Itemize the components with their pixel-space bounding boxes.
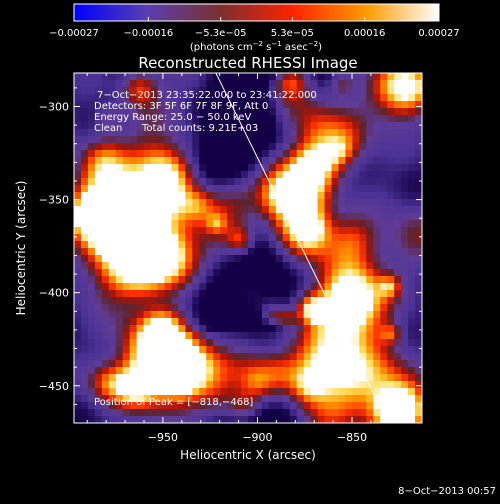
colorbar-tick-label: −5.3e−05: [195, 28, 247, 39]
heatmap-image: [74, 73, 422, 423]
x-axis: −950 −900 −850: [86, 73, 410, 444]
y-tick-label: −450: [39, 380, 69, 393]
colorbar-units: (photons cm−2 s−1 asec−2): [190, 40, 322, 53]
annotation-peak: Position of Peak = [−818,−468]: [94, 397, 253, 408]
annotation-time-range: 7−Oct−2013 23:35:22.000 to 23:41:22.000: [97, 90, 317, 101]
colorbar-tick-label: 0.00016: [344, 28, 385, 39]
colorbar-tick-label: 0.00027: [418, 28, 459, 39]
annotation-energy: Energy Range: 25.0 − 50.0 keV: [94, 112, 251, 123]
annotation-clean: Clean: [94, 123, 122, 134]
x-axis-title: Heliocentric X (arcsec): [180, 448, 316, 462]
annotation-counts: Total counts: 9.21E+03: [141, 123, 258, 134]
annotation-detectors: Detectors: 3F 5F 6F 7F 8F 9F, Att 0: [94, 101, 268, 112]
chart-title: Reconstructed RHESSI Image: [138, 54, 357, 72]
x-tick-label: −900: [242, 431, 272, 444]
y-axis-title: Heliocentric Y (arcsec): [14, 181, 28, 316]
colorbar-tick-label: −0.00027: [49, 28, 99, 39]
colorbar-tick-label: 5.3e−05: [271, 28, 314, 39]
colorbar: [73, 3, 440, 22]
y-tick-label: −350: [39, 194, 69, 207]
y-tick-label: −300: [39, 101, 69, 114]
footer-timestamp: 8−Oct−2013 00:57: [398, 486, 496, 497]
colorbar-ticks: −0.00027 −0.00016 −5.3e−05 5.3e−05 0.00016 0.…: [49, 17, 460, 39]
x-tick-label: −850: [337, 431, 367, 444]
colorbar-tick-label: −0.00016: [123, 28, 173, 39]
y-axis: −300 −350 −400 −450: [39, 87, 422, 405]
x-tick-label: −950: [148, 431, 178, 444]
plot-frame: [73, 72, 423, 424]
y-tick-label: −400: [39, 287, 69, 300]
solar-limb-line: [215, 73, 389, 423]
